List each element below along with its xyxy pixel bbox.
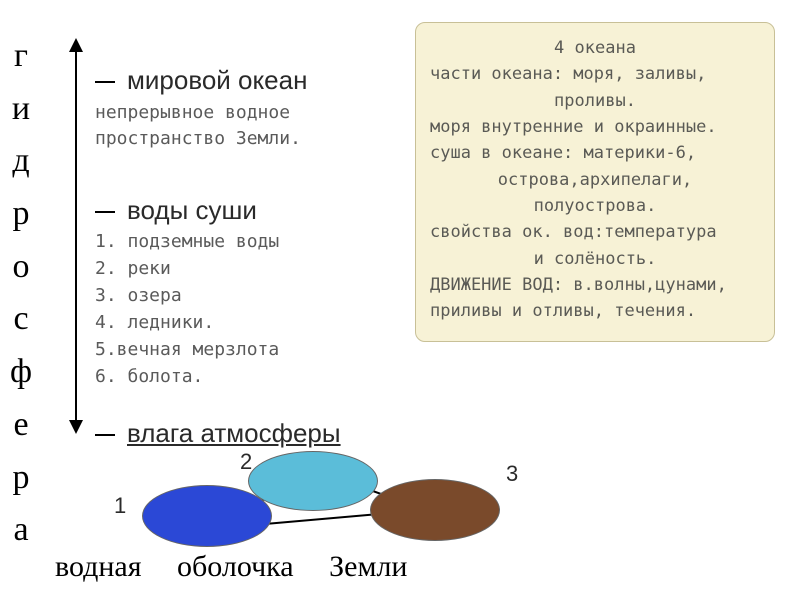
info-line: полуострова. (430, 193, 760, 219)
info-line: части океана: моря, заливы, (430, 61, 760, 87)
vertical-letter: и (10, 83, 32, 136)
vertical-letter: о (10, 241, 32, 294)
info-line: свойства ок. вод:температура (430, 219, 760, 245)
ellipse-label-1: 1 (114, 493, 126, 519)
bottom-caption: водная оболочка Земли (55, 550, 407, 584)
info-line: проливы. (430, 88, 760, 114)
list-item: 2. реки (95, 255, 395, 282)
info-line: приливы и отливы, течения. (430, 298, 760, 324)
vertical-letter: г (10, 30, 32, 83)
ellipse-node-2 (248, 451, 378, 511)
edge-1-3 (265, 513, 385, 525)
ellipse-node-1 (142, 485, 272, 547)
section2-list: 1. подземные воды2. реки3. озера4. ледни… (95, 228, 395, 390)
vertical-letter: д (10, 135, 32, 188)
vertical-letter: е (10, 399, 32, 452)
info-line: суша в океане: материки-6, (430, 140, 760, 166)
arrow-head-bottom-icon (69, 420, 83, 434)
dash-icon (95, 434, 115, 436)
arrow-head-top-icon (69, 38, 83, 52)
ellipse-diagram: 1 2 3 (100, 445, 520, 555)
section3-title-text: влага атмосферы (127, 418, 341, 448)
section1-subtitle: непрерывное водное пространство Земли. (95, 100, 395, 152)
double-arrow-line (75, 45, 77, 425)
info-line: острова,архипелаги, (430, 167, 760, 193)
list-item: 3. озера (95, 282, 395, 309)
info-line: и солёность. (430, 246, 760, 272)
list-item: 6. болота. (95, 363, 395, 390)
ellipse-label-2: 2 (240, 449, 252, 475)
ellipse-node-3 (370, 479, 500, 541)
vertical-letter: с (10, 293, 32, 346)
info-line: моря внутренние и окраинные. (430, 114, 760, 140)
info-line: ДВИЖЕНИЕ ВОД: в.волны,цунами, (430, 272, 760, 298)
list-item: 5.вечная мерзлота (95, 336, 395, 363)
ellipse-label-3: 3 (506, 461, 518, 487)
vertical-letter: р (10, 452, 32, 505)
vertical-letter: ф (10, 346, 32, 399)
section-land-waters: воды суши 1. подземные воды2. реки3. озе… (95, 195, 395, 390)
section-world-ocean: мировой океан непрерывное водное простра… (95, 65, 395, 152)
dash-icon (95, 81, 115, 83)
vertical-letter: р (10, 188, 32, 241)
info-box: 4 океаначасти океана: моря, заливы,проли… (415, 22, 775, 342)
section1-title: мировой океан (95, 65, 395, 96)
section2-title-text: воды суши (127, 195, 257, 225)
vertical-letter: а (10, 504, 32, 557)
list-item: 1. подземные воды (95, 228, 395, 255)
section1-title-text: мировой океан (127, 65, 307, 95)
dash-icon (95, 211, 115, 213)
vertical-title: гидросфера (10, 30, 32, 557)
list-item: 4. ледники. (95, 309, 395, 336)
info-line: 4 океана (430, 35, 760, 61)
section2-title: воды суши (95, 195, 395, 226)
